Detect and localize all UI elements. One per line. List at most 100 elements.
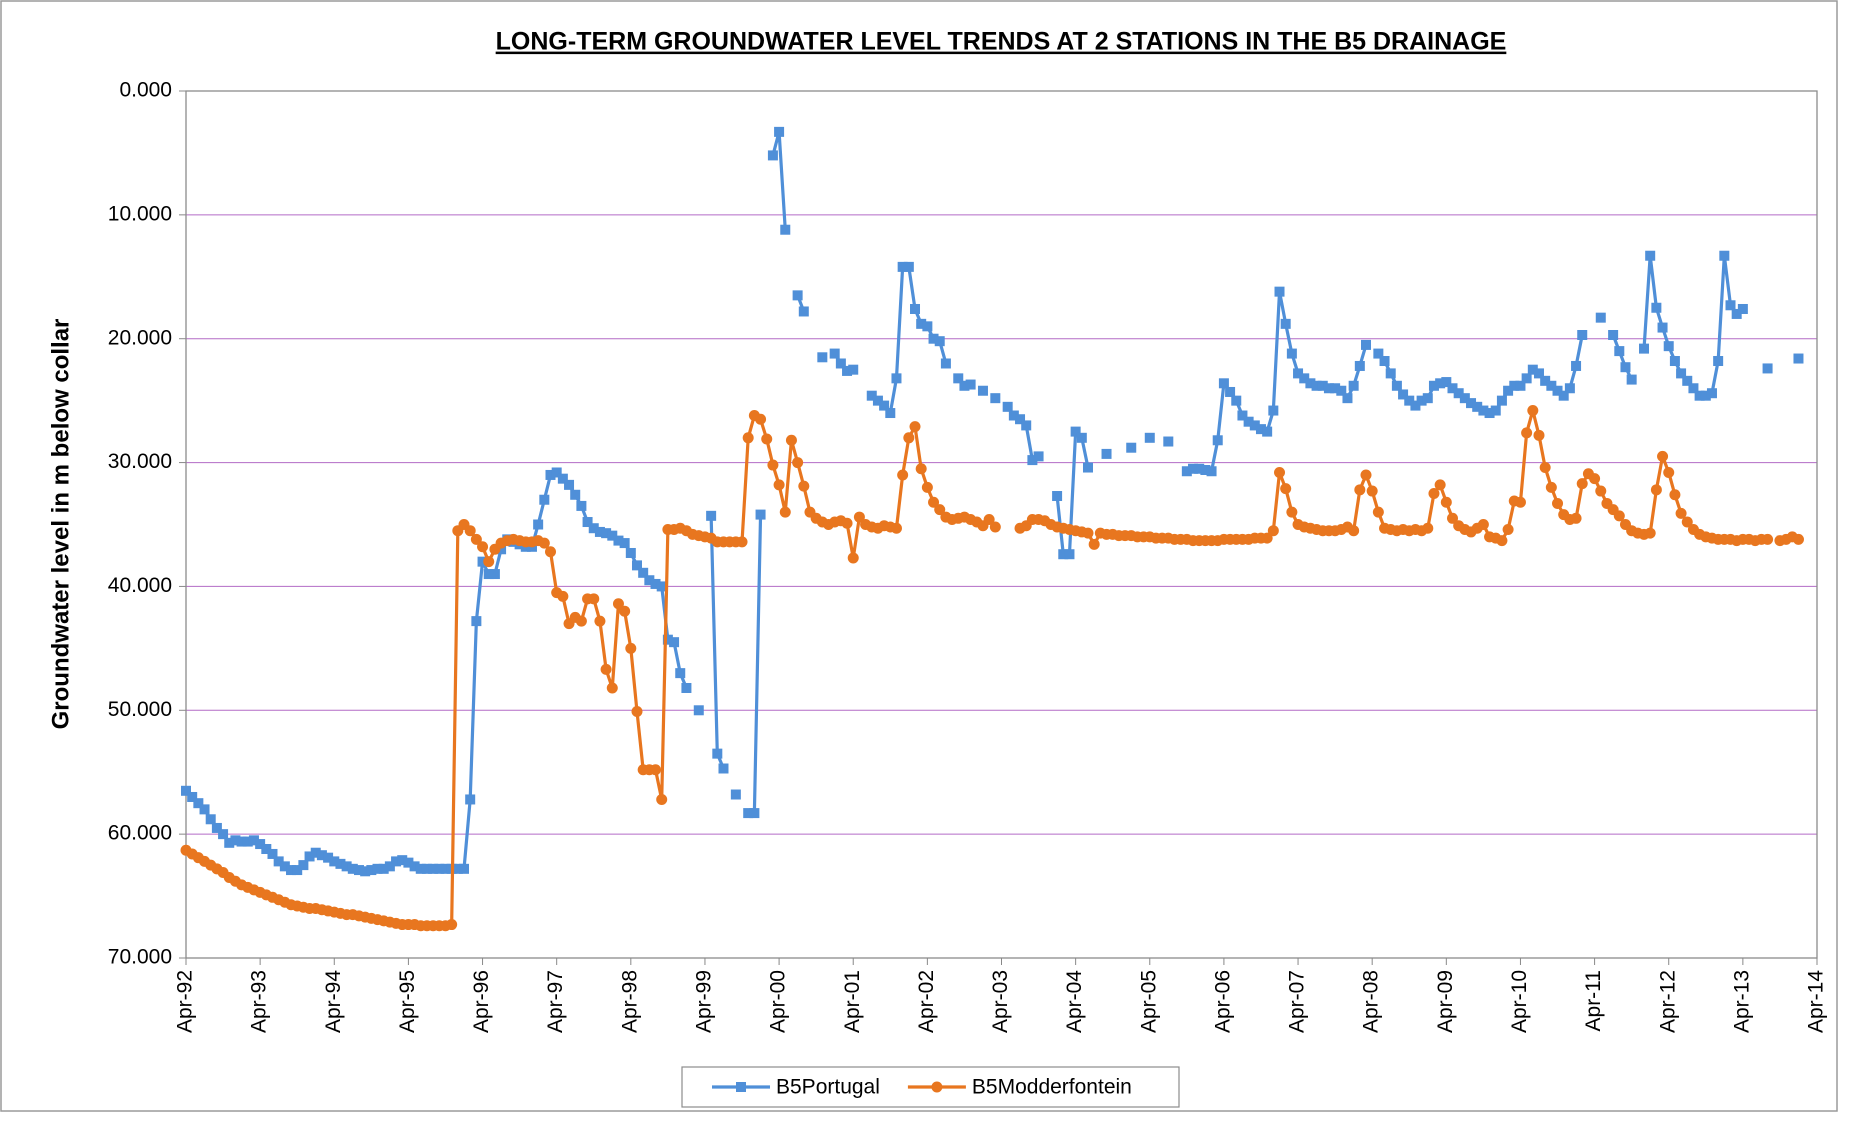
data-point — [267, 848, 278, 859]
y-tick-label: 60.000 — [108, 822, 172, 845]
data-point — [1360, 469, 1372, 481]
data-point — [1521, 373, 1532, 384]
data-point — [409, 861, 420, 872]
data-point — [1540, 375, 1551, 386]
data-point — [903, 261, 914, 272]
data-point — [477, 556, 488, 567]
x-tick-label: Apr-92 — [174, 970, 197, 1033]
data-point — [706, 510, 717, 521]
data-point — [1509, 380, 1520, 391]
data-point — [1428, 380, 1439, 391]
y-tick-label: 30.000 — [108, 450, 172, 473]
data-point — [1719, 250, 1730, 261]
data-point — [255, 839, 266, 850]
data-point — [1694, 390, 1705, 401]
data-point — [1274, 466, 1286, 478]
data-point — [236, 836, 247, 847]
data-point — [989, 521, 1001, 533]
data-point — [1564, 383, 1575, 394]
data-point — [953, 373, 964, 384]
data-point — [224, 837, 235, 848]
data-point — [470, 533, 482, 545]
data-point — [1676, 368, 1687, 379]
data-point — [601, 528, 612, 539]
data-point — [761, 433, 773, 445]
data-point — [965, 379, 976, 390]
data-point — [1527, 405, 1539, 417]
data-point — [872, 395, 883, 406]
data-point — [1361, 339, 1372, 350]
x-tick-label: Apr-00 — [767, 970, 790, 1033]
data-point — [1126, 442, 1137, 453]
data-point — [582, 517, 593, 528]
data-point — [1792, 533, 1804, 545]
y-tick-label: 20.000 — [108, 326, 172, 349]
data-point — [489, 569, 500, 580]
data-point — [1336, 385, 1347, 396]
data-point — [1286, 348, 1297, 359]
data-point — [360, 866, 371, 877]
data-point — [1144, 432, 1155, 443]
data-point — [279, 861, 290, 872]
data-point — [625, 547, 636, 558]
data-point — [977, 385, 988, 396]
data-point — [915, 463, 927, 475]
data-point — [891, 373, 902, 384]
data-point — [1762, 363, 1773, 374]
data-point — [594, 615, 606, 627]
data-point — [928, 496, 940, 508]
data-point — [1576, 478, 1588, 490]
data-point — [1762, 533, 1774, 545]
data-point — [1379, 356, 1390, 367]
data-point — [1027, 455, 1038, 466]
data-point — [785, 434, 797, 446]
data-point — [681, 682, 692, 693]
data-point — [1613, 510, 1625, 522]
data-point — [1669, 489, 1681, 501]
data-point — [990, 393, 1001, 404]
data-point — [1008, 410, 1019, 421]
data-point — [656, 793, 668, 805]
data-point — [835, 358, 846, 369]
data-point — [594, 526, 605, 537]
data-point — [1552, 385, 1563, 396]
data-point — [829, 348, 840, 359]
x-tick-label: Apr-01 — [841, 970, 864, 1033]
data-point — [1478, 405, 1489, 416]
data-point — [181, 785, 191, 796]
data-point — [1311, 380, 1322, 391]
data-point — [607, 530, 618, 541]
data-point — [1033, 451, 1044, 462]
legend-marker — [736, 1082, 746, 1092]
data-point — [1299, 373, 1310, 384]
data-point — [1366, 485, 1378, 497]
data-point — [736, 536, 748, 548]
data-point — [1194, 463, 1205, 474]
data-point — [341, 861, 352, 872]
data-point — [1589, 473, 1601, 485]
data-point — [1453, 388, 1464, 399]
x-tick-label: Apr-95 — [396, 970, 419, 1033]
data-point — [1725, 300, 1736, 311]
data-point — [1614, 346, 1625, 357]
data-point — [1373, 348, 1384, 359]
data-point — [743, 808, 754, 819]
data-point — [650, 578, 661, 589]
data-point — [847, 552, 859, 564]
data-point — [1447, 383, 1458, 394]
data-point — [378, 863, 389, 874]
data-point — [910, 303, 921, 314]
data-point — [693, 705, 704, 716]
data-point — [1064, 549, 1075, 560]
data-point — [242, 836, 253, 847]
data-point — [749, 808, 760, 819]
data-point — [879, 400, 890, 411]
data-point — [1546, 380, 1557, 391]
data-point — [1496, 535, 1508, 547]
data-point — [1428, 488, 1440, 500]
data-point — [1570, 512, 1582, 524]
data-point — [588, 593, 600, 605]
data-point — [1088, 538, 1100, 550]
data-point — [1682, 375, 1693, 386]
